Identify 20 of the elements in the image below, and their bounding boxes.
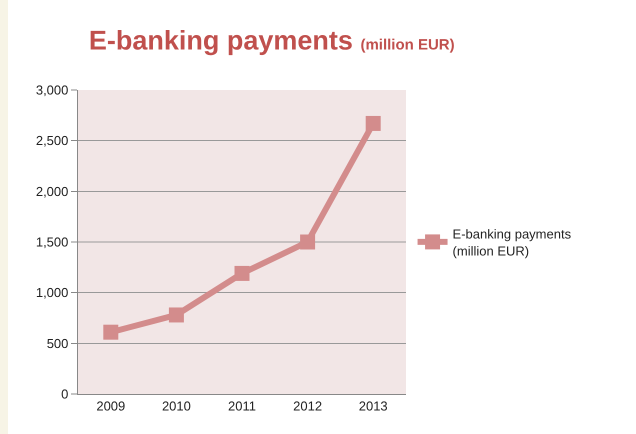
point xyxy=(234,266,250,281)
legend-label: E-banking payments (million EUR) xyxy=(452,226,572,258)
chart-title: E-banking payments xyxy=(88,25,353,56)
y-tick-label: 1,500 xyxy=(36,234,68,250)
y-tick-label: 2,500 xyxy=(36,133,68,148)
y-tick-label: 1,000 xyxy=(36,285,68,300)
chart-subtitle: (million EUR) xyxy=(360,36,455,54)
point xyxy=(103,324,118,340)
point xyxy=(168,307,184,322)
x-tick-label: 2012 xyxy=(293,398,322,414)
x-tick-label: 2009 xyxy=(96,398,126,414)
x-tick-label: 2011 xyxy=(228,398,256,414)
point xyxy=(300,234,316,250)
y-tick-label: 3,000 xyxy=(36,82,68,98)
y-tick-label: 0 xyxy=(61,386,68,402)
y-tick-label: 2,000 xyxy=(36,184,68,199)
x-tick-label: 2010 xyxy=(162,398,191,414)
point xyxy=(366,116,381,131)
x-tick-label: 2013 xyxy=(358,398,388,414)
y-tick-label: 500 xyxy=(46,336,68,351)
